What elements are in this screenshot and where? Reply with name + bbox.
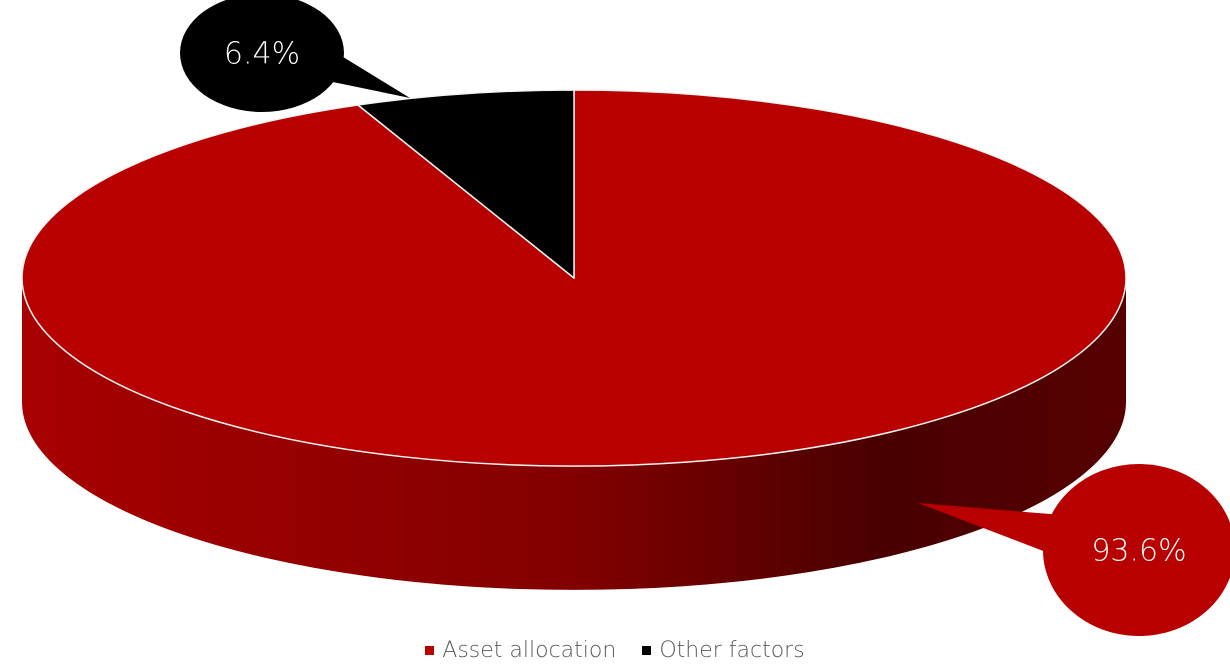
- legend-swatch-asset-allocation: [425, 646, 435, 655]
- legend: Asset allocation Other factors: [0, 636, 1230, 665]
- callout-pointer-other-factors: [333, 57, 410, 98]
- legend-label-asset-allocation: Asset allocation: [442, 638, 617, 663]
- pie-side-group: [22, 278, 1126, 590]
- legend-label-other-factors: Other factors: [659, 638, 805, 663]
- data-label-asset-allocation: 93.6%: [1091, 534, 1186, 569]
- pie-slice-other-factors: [357, 89, 575, 279]
- legend-swatch-other-factors: [642, 646, 652, 655]
- callout-bubble-asset-allocation: [1043, 464, 1230, 636]
- pie-side-wall: [22, 278, 1126, 590]
- data-label-other-factors: 6.4%: [224, 37, 300, 72]
- legend-item-asset-allocation: Asset allocation: [425, 638, 616, 663]
- callout-bubble-other-factors: [180, 0, 344, 112]
- pie-top-group: [21, 89, 1127, 467]
- legend-item-other-factors: Other factors: [642, 638, 805, 663]
- pie-label-group: 93.6% 6.4%: [180, 0, 1230, 636]
- callout-pointer-asset-allocation: [918, 503, 1052, 551]
